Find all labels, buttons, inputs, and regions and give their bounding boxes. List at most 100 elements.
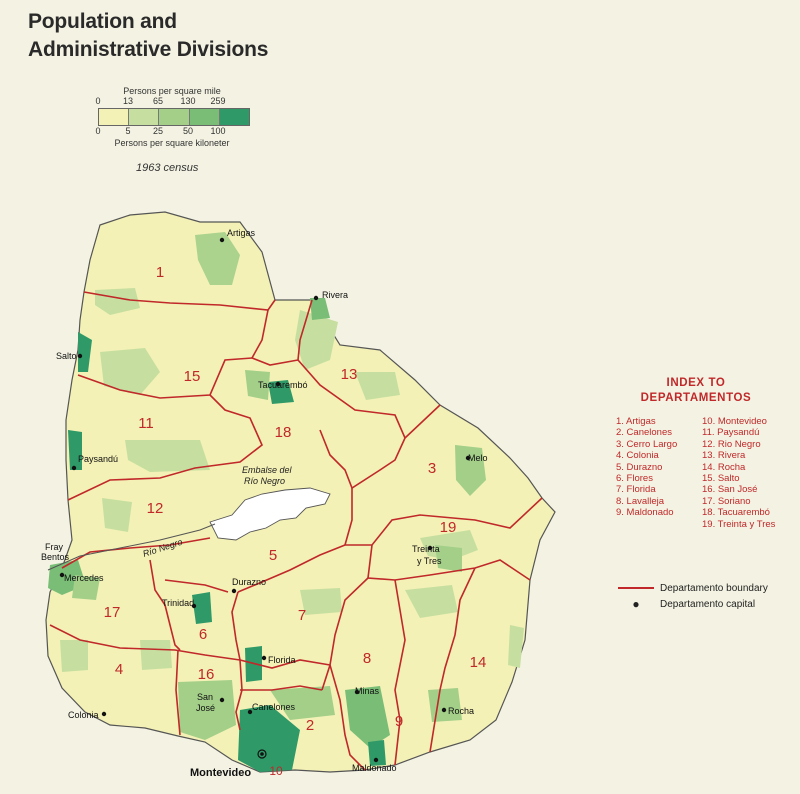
legend-color-bar (98, 108, 250, 126)
index-columns: 1. Artigas 2. Canelones 3. Cerro Largo 4… (616, 416, 800, 530)
city-label: Florida (268, 655, 296, 665)
km-tick: 0 (95, 126, 101, 136)
city-labels: Artigas Rivera Salto Tacuarembó Melo Pay… (41, 228, 488, 779)
density-patches (48, 232, 524, 772)
index-heading-2: DEPARTAMENTOS (640, 392, 752, 404)
water-label: Río Negro (244, 476, 285, 486)
rio-negro-river (47, 523, 216, 571)
index-entry: 6. Flores (616, 472, 653, 484)
index-entry: 12. Rio Negro (702, 438, 761, 450)
density-patch (245, 370, 270, 400)
index-entry: 14. Rocha (702, 461, 746, 473)
km-tick: 25 (152, 126, 164, 136)
density-patch (100, 348, 160, 395)
legend-swatch (189, 109, 220, 125)
boundary-swatch (618, 587, 654, 589)
capital-dot (427, 545, 433, 551)
mile-tick: 130 (180, 96, 196, 106)
density-patch (310, 298, 330, 320)
water-label: Embalse del (242, 465, 293, 475)
city-label: Treinta (412, 544, 440, 554)
dept-number-17: 17 (104, 604, 121, 621)
density-patch (368, 740, 386, 766)
capital-dot (354, 689, 360, 695)
capital-dot (219, 697, 225, 703)
dept-number-12: 12 (147, 500, 164, 517)
city-label: Durazno (232, 577, 266, 587)
boundary-line (297, 359, 441, 440)
km-tick: 5 (125, 126, 131, 136)
capital-dot (77, 353, 83, 359)
capital-dot (373, 757, 379, 763)
index-column-1: 1. Artigas 2. Canelones 3. Cerro Largo 4… (616, 416, 702, 530)
city-label: Melo (468, 453, 488, 463)
density-patch (268, 380, 294, 404)
capital-dot (441, 707, 447, 713)
index-entry: 18. Tacuarembó (702, 507, 770, 519)
index-entry: 13. Rivera (702, 450, 746, 462)
density-patch (420, 530, 478, 560)
dept-number-18: 18 (275, 424, 292, 441)
city-label: San (197, 692, 213, 702)
index-entry: 15. Salto (702, 472, 740, 484)
city-label: Mercedes (64, 573, 104, 583)
capital-dots (59, 237, 471, 763)
map-key: Departamento boundary ● Departamento cap… (618, 580, 768, 612)
capital-dot (247, 709, 253, 715)
km-tick: 100 (210, 126, 226, 136)
city-label: Rivera (322, 290, 348, 300)
city-label: Paysandú (78, 454, 118, 464)
capital-dot (101, 711, 107, 717)
city-label: Colonia (68, 710, 99, 720)
boundary-line (164, 579, 229, 593)
legend-km-caption: Persons per square kiloneter (114, 138, 230, 148)
department-boundaries (49, 291, 543, 771)
density-patch (435, 545, 462, 572)
national-capital-ring (257, 749, 267, 759)
mile-tick: 0 (95, 96, 101, 106)
key-capital: ● Departamento capital (618, 596, 768, 612)
boundary-line (49, 624, 241, 661)
density-patch (455, 445, 486, 496)
index-entry: 17. Soriano (702, 495, 751, 507)
density-patch (140, 640, 172, 670)
index-entry: 7. Florida (616, 484, 656, 496)
density-patch (355, 372, 400, 400)
index-entry: 11. Paysandú (702, 427, 760, 439)
index-entry: 1. Artigas (616, 416, 656, 427)
capital-label-montevideo: Montevideo (190, 767, 251, 779)
city-label: Trinidad (162, 598, 194, 608)
legend-mile-ticks: 0 13 65 130 259 (92, 96, 252, 108)
density-legend: Persons per square mile 0 13 65 130 259 … (92, 86, 252, 148)
city-label: Artigas (227, 228, 256, 238)
boundary-line (77, 357, 253, 399)
key-capital-label: Departamento capital (660, 598, 756, 610)
index-entry: 3. Cerro Largo (616, 438, 678, 450)
density-patch (68, 430, 82, 470)
boundary-line (343, 488, 543, 546)
dept-number-16: 16 (198, 666, 215, 683)
boundary-line (329, 664, 366, 771)
capital-dot (465, 455, 471, 461)
dept-number-14: 14 (470, 654, 487, 671)
density-patch (95, 288, 140, 315)
legend-km-ticks: 0 5 25 50 100 (92, 126, 252, 138)
dept-number-3: 3 (428, 460, 436, 477)
index-entry: 2. Canelones (616, 427, 672, 439)
density-patch (102, 498, 132, 532)
capital-dot (261, 655, 267, 661)
title-line-1: Population and (28, 10, 177, 33)
legend-mile-caption: Persons per square mile (123, 86, 221, 96)
capital-dot (71, 465, 77, 471)
dept-number-7: 7 (298, 607, 306, 624)
boundary-line (321, 577, 369, 691)
city-label: Bentos (41, 552, 70, 562)
capital-dot (219, 237, 225, 243)
capital-dot (260, 752, 264, 756)
boundary-line (237, 544, 346, 593)
city-label: José (196, 703, 215, 713)
density-patch (295, 310, 338, 370)
boundary-line (429, 567, 476, 753)
dept-number-8: 8 (363, 650, 371, 667)
